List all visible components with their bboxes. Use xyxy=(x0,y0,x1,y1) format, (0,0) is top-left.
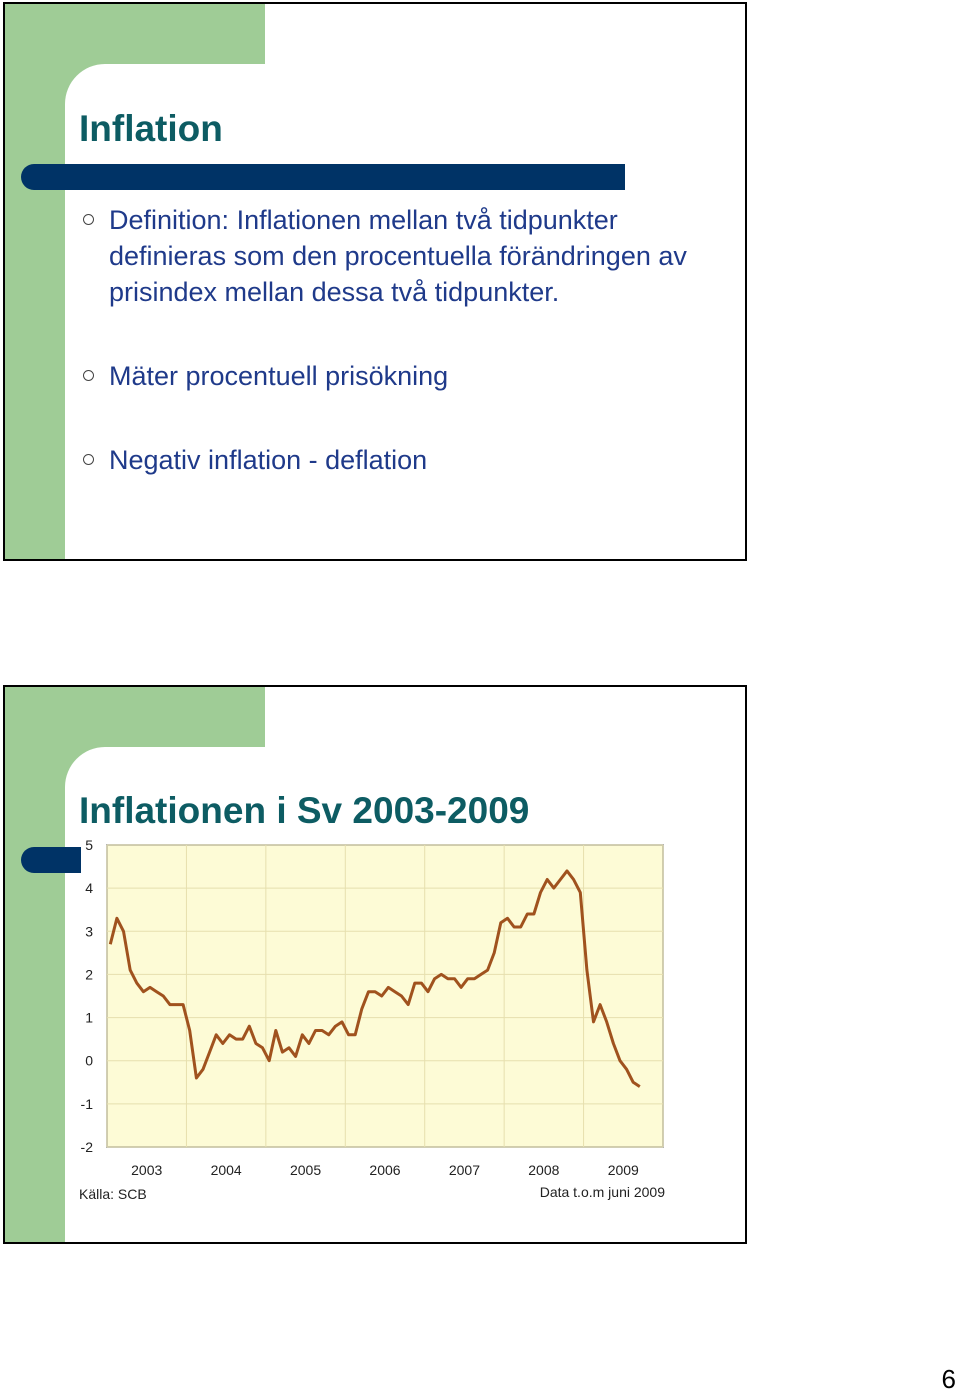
y-tick-label: 5 xyxy=(85,837,93,853)
x-tick-label: 2007 xyxy=(449,1162,480,1178)
series-line-inflation xyxy=(108,869,641,1088)
x-tick-label: 2004 xyxy=(211,1162,242,1178)
y-tick-label: -1 xyxy=(81,1096,94,1112)
x-tick-label: 2006 xyxy=(369,1162,400,1178)
y-tick-label: 4 xyxy=(85,880,93,896)
bullet-list: Definition: Inflationen mellan två tidpu… xyxy=(83,202,733,478)
y-tick-label: 2 xyxy=(85,966,93,982)
slide-content-panel xyxy=(65,64,745,559)
bullet-dot-icon xyxy=(83,454,94,465)
bullet-text: Mäter procentuell prisökning xyxy=(109,361,449,391)
bullet-text: Negativ inflation - deflation xyxy=(109,445,428,475)
y-tick-label: -2 xyxy=(81,1139,94,1155)
y-tick-label: 3 xyxy=(85,923,93,939)
slide-inflation: Inflation Definition: Inflationen mellan… xyxy=(3,2,747,561)
date-note: Data t.o.m juni 2009 xyxy=(540,1184,666,1200)
bullet-dot-icon xyxy=(83,370,94,381)
page-number: 6 xyxy=(941,1364,956,1394)
y-tick-label: 1 xyxy=(85,1010,93,1026)
bullet-item: Mäter procentuell prisökning xyxy=(83,358,733,394)
x-tick-label: 2003 xyxy=(131,1162,162,1178)
plot-area xyxy=(106,844,664,1148)
title-underline-bar xyxy=(21,847,81,873)
x-tick-label: 2008 xyxy=(528,1162,559,1178)
title-underline-bar xyxy=(21,164,625,190)
x-tick-label: 2009 xyxy=(608,1162,639,1178)
bullet-text: Definition: Inflationen mellan två tidpu… xyxy=(109,205,687,307)
bullet-item: Negativ inflation - deflation xyxy=(83,442,733,478)
x-tick-label: 2005 xyxy=(290,1162,321,1178)
slide-title: Inflationen i Sv 2003-2009 xyxy=(79,790,530,831)
slide-inflation-chart: 5 4 3 2 1 0 -1 -2 2003 2004 2005 2006 2007 2008 2009 … xyxy=(3,685,747,1244)
source-note: Källa: SCB xyxy=(79,1186,147,1202)
bullet-dot-icon xyxy=(83,214,94,225)
bullet-item: Definition: Inflationen mellan två tidpu… xyxy=(83,202,733,310)
slide-title: Inflation xyxy=(79,108,223,149)
y-tick-label: 0 xyxy=(85,1053,93,1069)
